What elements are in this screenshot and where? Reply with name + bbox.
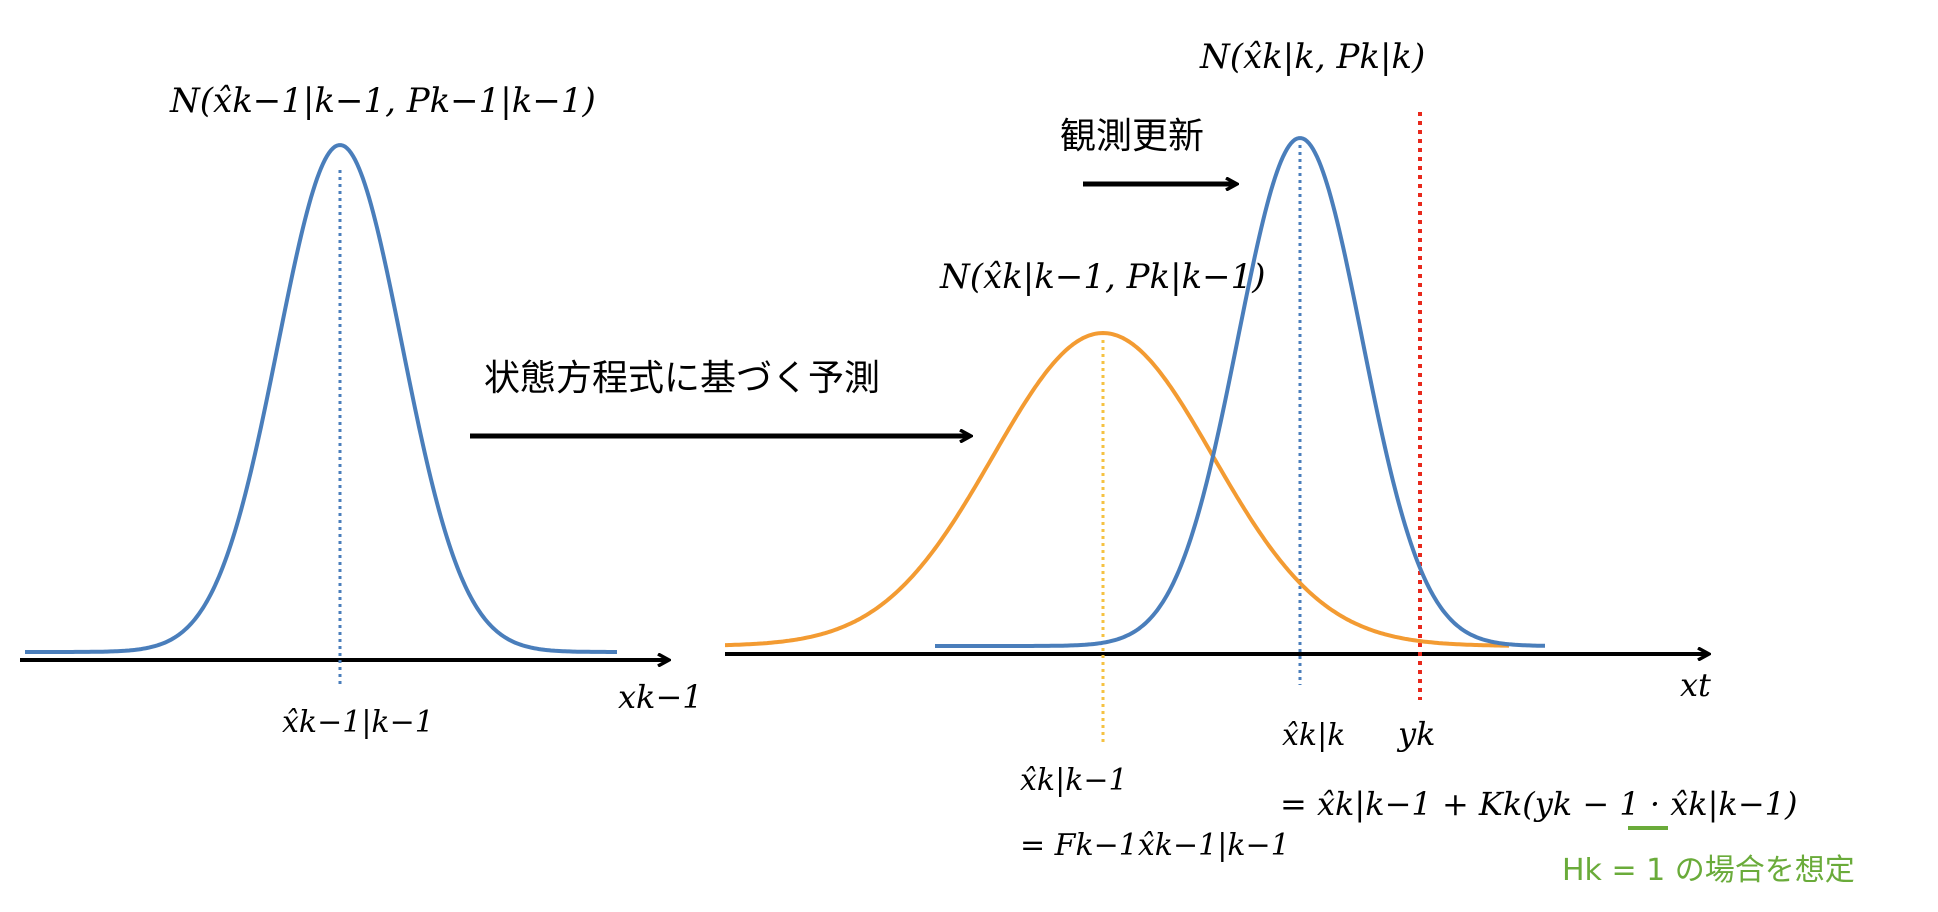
assumption-note: Hk = 1 の場合を想定 [1562,853,1855,888]
right-axis-label: xt [1680,666,1711,704]
predict-step-label: 状態方程式に基づく予測 [484,358,880,399]
predicted-mean-label: x̂k|k−1 [1020,763,1128,798]
prior-mean-label: x̂k−1|k−1 [282,705,434,740]
prior-gaussian-curve [25,143,617,654]
posterior-gaussian-curve [935,136,1545,648]
update-step-label: 観測更新 [1060,116,1204,157]
left-axis-label: xk−1 [618,678,703,716]
predicted-gaussian-curve [725,330,1510,648]
posterior-dist-label: N(x̂k|k, Pk|k) [1199,37,1425,77]
predicted-mean-formula: = Fk−1x̂k−1|k−1 [1020,828,1290,863]
kalman-update-formula: = x̂k|k−1 + Kk(yk − 1 · x̂k|k−1) [1280,785,1797,823]
predicted-dist-label: N(x̂k|k−1, Pk|k−1) [939,257,1266,297]
prior-dist-label: N(x̂k−1|k−1, Pk−1|k−1) [169,81,596,121]
observation-label: yk [1396,715,1435,753]
posterior-mean-label: x̂k|k [1282,718,1345,753]
